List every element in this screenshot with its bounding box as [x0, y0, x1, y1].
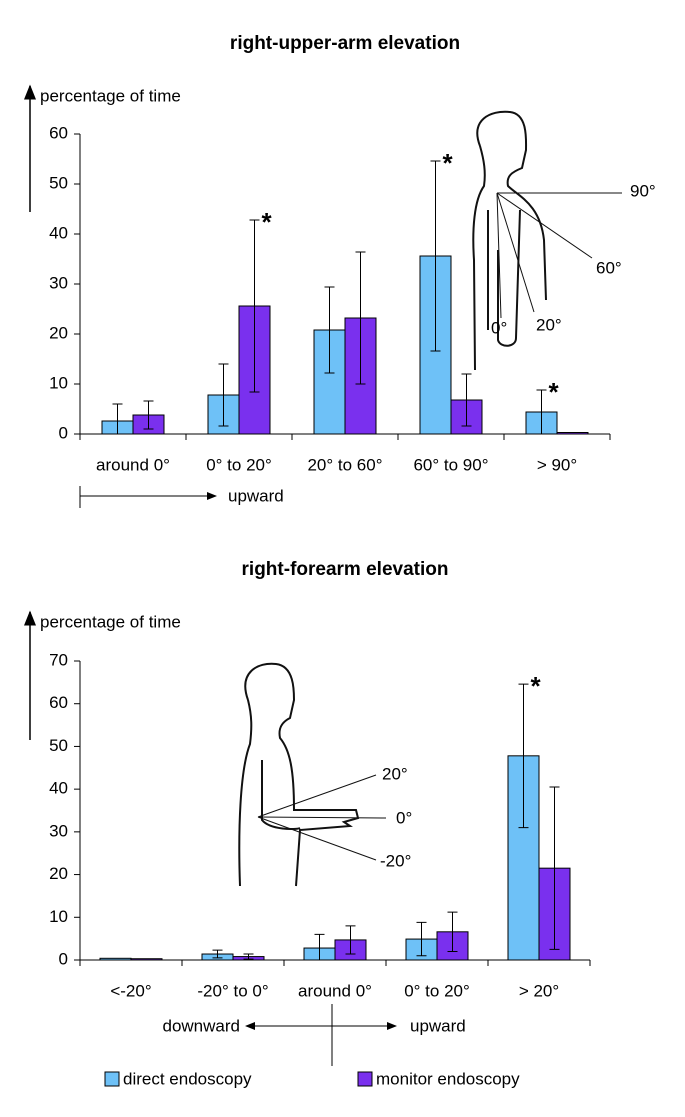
figure-label: 20°: [382, 764, 408, 783]
forearm-figure: [238, 662, 387, 887]
error-bar: [345, 925, 356, 955]
error-bar: [218, 363, 229, 427]
significance-marker: *: [548, 377, 559, 407]
y-tick-label: 50: [49, 173, 68, 192]
y-tick-label: 60: [49, 123, 68, 142]
y-tick-label: 10: [49, 373, 68, 392]
x-tick-label: 60° to 90°: [413, 455, 488, 474]
y-tick-label: 70: [49, 650, 68, 669]
x-tick-label: around 0°: [96, 455, 170, 474]
error-bar: [212, 949, 223, 959]
error-bar: [243, 953, 254, 960]
error-bar: [112, 403, 123, 435]
chart-title: right-upper-arm elevation: [230, 33, 460, 54]
error-bar: [549, 786, 560, 950]
y-tick-label: 30: [49, 821, 68, 840]
y-tick-label: 60: [49, 693, 68, 712]
direction-label: upward: [228, 486, 284, 505]
bar: [556, 432, 589, 435]
figure-label: 20°: [536, 315, 562, 334]
x-tick-label: 20° to 60°: [307, 455, 382, 474]
y-tick-label: 0: [59, 949, 68, 968]
y-tick-label: 10: [49, 907, 68, 926]
x-tick-label: 0° to 20°: [206, 455, 272, 474]
y-tick-label: 0: [59, 423, 68, 442]
bar: [99, 957, 132, 961]
error-bar: [461, 373, 472, 427]
error-bar: [355, 251, 366, 385]
error-bar: [314, 933, 325, 961]
error-bar: [536, 389, 547, 435]
error-bar: [430, 160, 441, 352]
figure-label: 90°: [630, 181, 656, 200]
y-axis-label: percentage of time: [40, 86, 181, 105]
upper-arm-figure: [472, 110, 622, 371]
x-tick-label: <-20°: [110, 981, 151, 1000]
bar: [130, 958, 163, 961]
error-bar: [447, 911, 458, 952]
error-bar: [249, 219, 260, 393]
legend-swatch: [104, 1071, 120, 1087]
y-tick-label: 20: [49, 864, 68, 883]
significance-marker: *: [261, 207, 272, 237]
error-bar: [143, 400, 154, 430]
figure-label: 0°: [396, 808, 412, 827]
chart-title: right-forearm elevation: [242, 559, 449, 580]
legend-label: direct endoscopy: [123, 1069, 252, 1088]
y-tick-label: 20: [49, 323, 68, 342]
legend-swatch: [357, 1071, 373, 1087]
x-tick-label: > 20°: [519, 981, 559, 1000]
x-tick-label: > 90°: [537, 455, 577, 474]
error-bar: [324, 286, 335, 374]
figure-label: 0°: [491, 318, 507, 337]
error-bar: [518, 683, 529, 829]
y-tick-label: 50: [49, 736, 68, 755]
x-tick-label: around 0°: [298, 981, 372, 1000]
direction-label: upward: [410, 1016, 466, 1035]
direction-label: downward: [163, 1016, 241, 1035]
y-axis-label: percentage of time: [40, 612, 181, 631]
figure-label: 60°: [596, 258, 622, 277]
legend-label: monitor endoscopy: [376, 1069, 520, 1088]
significance-marker: *: [530, 671, 541, 701]
y-tick-label: 40: [49, 223, 68, 242]
figure-label: -20°: [380, 851, 411, 870]
y-tick-label: 30: [49, 273, 68, 292]
x-tick-label: -20° to 0°: [197, 981, 268, 1000]
error-bar: [416, 921, 427, 957]
y-tick-label: 40: [49, 779, 68, 798]
significance-marker: *: [442, 148, 453, 178]
x-tick-label: 0° to 20°: [404, 981, 470, 1000]
